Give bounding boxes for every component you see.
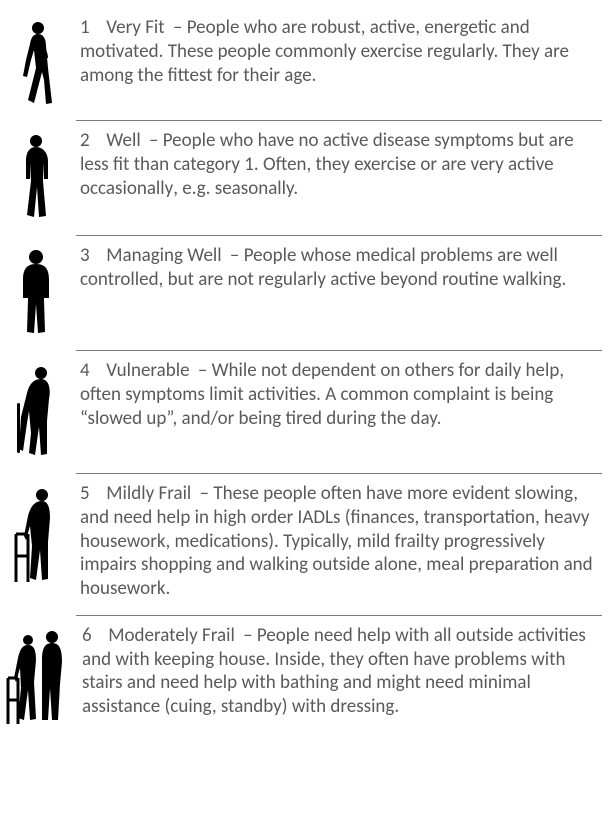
level-title: Well	[106, 129, 140, 152]
level-title: Vulnerable	[106, 359, 189, 382]
frailty-row-5: 5 Mildly Frail – These people often have…	[6, 474, 602, 615]
frailty-row-6: 6 Moderately Frail – People need help wi…	[6, 616, 602, 742]
seg: – People who have	[145, 129, 299, 152]
level-title: Managing Well	[106, 244, 221, 267]
level-number: 6	[82, 624, 104, 648]
seg: , e.g. seasonally.	[173, 177, 298, 200]
person-fit-icon	[6, 16, 66, 106]
seg: – These people often have	[195, 482, 407, 505]
seg: but are	[163, 268, 227, 291]
level-title: Moderately Frail	[108, 624, 235, 647]
level-title: Mildly Frail	[106, 482, 191, 505]
seg: beyond routine walking.	[376, 268, 566, 291]
frailty-text-2: 2 Well – People who have no active disea…	[80, 129, 602, 200]
frailty-row-4: 4 Vulnerable – While not dependent on ot…	[6, 351, 602, 473]
seg: – While	[194, 359, 261, 382]
bold: keeping house	[154, 648, 265, 671]
level-number: 2	[80, 129, 102, 153]
person-moderately-frail-icon	[6, 624, 68, 728]
bold: not dependent	[261, 359, 376, 382]
seg: – People whose	[226, 244, 356, 267]
bold: no active disease symptoms	[299, 129, 514, 152]
frailty-text-1: 1 Very Fit – People who are robust, acti…	[80, 16, 602, 87]
seg: and with	[82, 648, 154, 671]
level-number: 1	[80, 16, 102, 40]
person-well-icon	[6, 129, 66, 221]
frailty-text-6: 6 Moderately Frail – People need help wi…	[82, 624, 602, 719]
person-mildly-frail-icon	[6, 482, 66, 586]
seg: and need help in	[80, 506, 213, 529]
level-number: 4	[80, 359, 102, 383]
person-managing-icon	[6, 244, 66, 336]
level-number: 3	[80, 244, 102, 268]
frailty-text-3: 3 Managing Well – People whose medical p…	[80, 244, 602, 292]
seg: – People need help with	[239, 624, 434, 647]
frailty-row-3: 3 Managing Well – People whose medical p…	[6, 236, 602, 350]
frailty-row-1: 1 Very Fit – People who are robust, acti…	[6, 8, 602, 120]
frailty-text-5: 5 Mildly Frail – These people often have…	[80, 482, 602, 601]
level-number: 5	[80, 482, 102, 506]
bold: high order IADLs	[213, 506, 340, 529]
person-vulnerable-icon	[6, 359, 66, 459]
frailty-row-2: 2 Well – People who have no active disea…	[6, 121, 602, 235]
frailty-text-4: 4 Vulnerable – While not dependent on ot…	[80, 359, 602, 430]
level-title: Very Fit	[106, 16, 164, 39]
bold: all outside activities	[434, 624, 586, 647]
bold: not regularly active	[227, 268, 375, 291]
bold: more evident slowing,	[407, 482, 578, 505]
bold: symptoms limit activities.	[125, 383, 321, 406]
bold: help with bathing	[203, 671, 338, 694]
